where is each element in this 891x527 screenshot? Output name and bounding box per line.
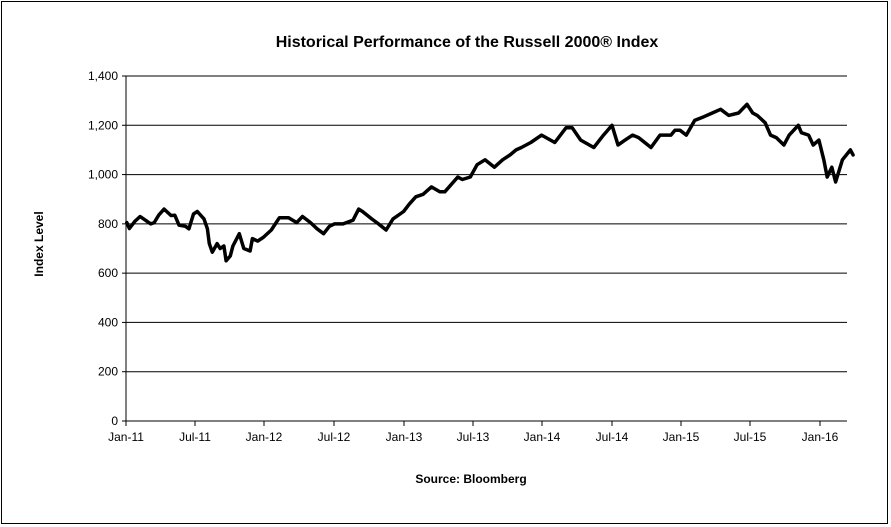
x-tick-label: Jul-15 bbox=[734, 430, 767, 444]
series-line bbox=[125, 102, 855, 263]
x-axis-ticks: Jan-11 Jul-11 Jan-12 Jul-12 Jan-13 Jul-13 Jan-… bbox=[108, 421, 839, 444]
x-tick-label: Jul-12 bbox=[318, 430, 351, 444]
x-tick-label: Jul-13 bbox=[457, 430, 490, 444]
x-tick-label: Jan-15 bbox=[663, 430, 700, 444]
y-tick-label: 400 bbox=[98, 315, 118, 329]
y-tick-label: 1,000 bbox=[88, 168, 118, 182]
x-tick-label: Jan-13 bbox=[386, 430, 423, 444]
gridlines bbox=[126, 75, 847, 373]
y-axis-ticks: 0 200 400 600 800 1,000 1,200 1,400 bbox=[88, 69, 126, 428]
chart-title: Historical Performance of the Russell 20… bbox=[276, 34, 659, 51]
y-tick-label: 800 bbox=[98, 217, 118, 231]
y-tick-label: 200 bbox=[98, 365, 118, 379]
y-tick-label: 0 bbox=[111, 414, 118, 428]
x-tick-label: Jan-14 bbox=[524, 430, 561, 444]
x-tick-label: Jul-14 bbox=[596, 430, 629, 444]
x-axis-label: Source: Bloomberg bbox=[415, 472, 526, 486]
y-tick-label: 1,200 bbox=[88, 118, 118, 132]
x-tick-label: Jul-11 bbox=[179, 430, 211, 444]
x-tick-label: Jan-11 bbox=[108, 430, 144, 444]
y-tick-label: 600 bbox=[98, 266, 118, 280]
y-axis-label: Index Level bbox=[32, 211, 46, 276]
x-tick-label: Jan-12 bbox=[246, 430, 283, 444]
x-tick-label: Jan-16 bbox=[802, 430, 839, 444]
y-tick-label: 1,400 bbox=[88, 69, 118, 83]
